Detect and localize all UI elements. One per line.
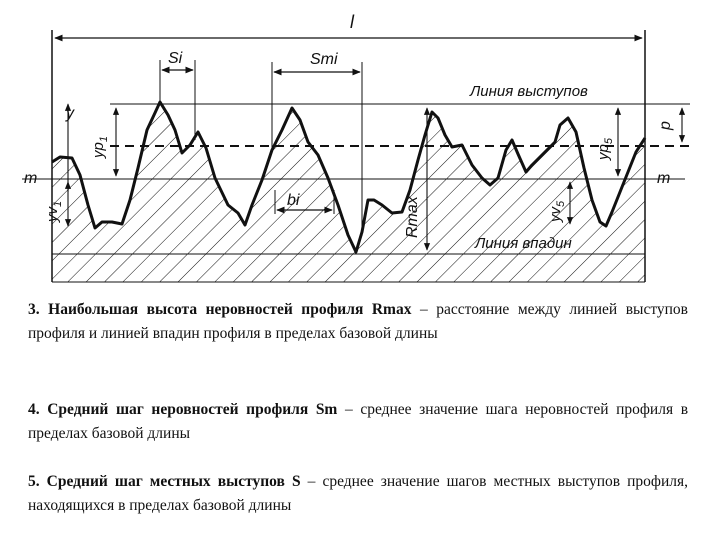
definition-sm-text: – среднее значение шага неровностей проф… [28, 401, 689, 442]
m-left-label: m [24, 170, 37, 187]
definition-sm: 4. Средний шаг неровностей профиля Sm – … [28, 398, 688, 446]
yv1-label: yv1 [44, 201, 64, 223]
definition-rmax-text: – расстояние между линией выступов профи… [28, 301, 689, 342]
peak-line-label: Линия выступов [469, 83, 588, 100]
p-label: p [657, 121, 674, 131]
definition-s-text: – среднее значение шагов местных выступо… [28, 473, 688, 514]
definition-s-term: 5. Средний шаг местных выступов S [28, 473, 301, 490]
yp1-label: yp1 [90, 136, 110, 159]
valley-line-label: Линия впадин [474, 235, 572, 252]
definition-rmax-term: 3. Наибольшая высота неровностей профиля… [28, 301, 412, 318]
yp5-label: yp5 [595, 137, 615, 161]
roughness-profile-diagram: l Si Smi Линия выступов m m Линия впадин… [22, 12, 690, 283]
roughness-profile-line [51, 100, 647, 254]
definition-rmax: 3. Наибольшая высота неровностей профиля… [28, 298, 688, 346]
definition-sm-term: 4. Средний шаг неровностей профиля Sm [28, 401, 338, 418]
material-hatch [52, 102, 645, 282]
definition-s: 5. Средний шаг местных выступов S – сред… [28, 470, 688, 518]
smi-label: Smi [310, 51, 338, 68]
y-label: y [65, 105, 75, 122]
m-right-label: m [657, 170, 670, 187]
rmax-label: Rmax [404, 195, 421, 238]
yv5-label: yv5 [547, 200, 567, 223]
bi-label: bi [287, 192, 300, 209]
l-label: l [350, 12, 355, 32]
si-label: Si [168, 50, 183, 67]
